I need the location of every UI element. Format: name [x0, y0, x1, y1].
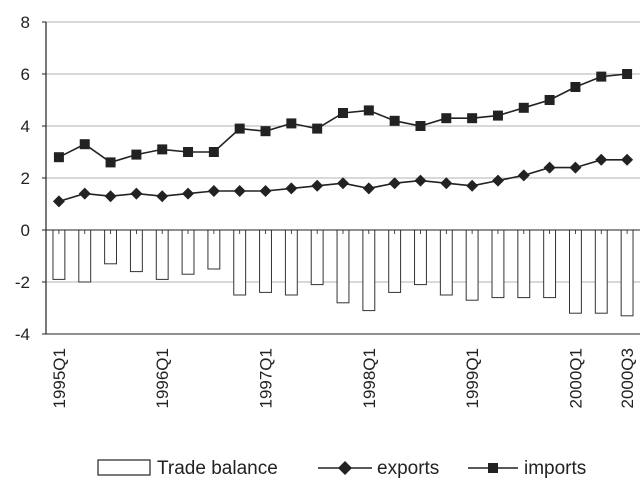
exports-point-1998Q4 [440, 177, 453, 190]
trade-balance-bar-1999Q1 [465, 229, 479, 301]
imports-point-1998Q1 [363, 105, 374, 116]
trade-balance-bar-1995Q4 [129, 229, 143, 273]
trade-balance-bar-1995Q1 [52, 229, 66, 280]
imports-point-1998Q3 [415, 121, 426, 131]
exports-point-1997Q3 [311, 179, 324, 192]
trade-balance-bar-1996Q2 [181, 229, 195, 275]
trade-balance-bar-1995Q2 [78, 229, 92, 283]
imports-point-1995Q3 [105, 157, 116, 168]
exports-point-1997Q4 [337, 177, 349, 190]
legend-label-imports: imports [524, 458, 586, 479]
x-tick-label-1996Q1: 1996Q1 [153, 348, 172, 409]
y-tick-label: 4 [21, 117, 30, 136]
exports-point-1997Q1 [259, 185, 272, 197]
y-tick-label: 6 [21, 65, 30, 84]
imports-point-1998Q2 [389, 115, 400, 126]
y-tick-label: 8 [21, 13, 30, 32]
imports-point-1997Q2 [286, 118, 297, 129]
trade-balance-bar-1999Q4 [543, 229, 557, 299]
x-tick-label-1995Q1: 1995Q1 [50, 348, 69, 409]
trade-balance-bar-1996Q3 [207, 229, 221, 270]
imports-point-1999Q2 [492, 110, 503, 121]
legend: Trade balance exports imports [97, 458, 586, 479]
trade-balance-bar-1997Q2 [284, 229, 298, 296]
imports-point-1999Q1 [467, 113, 478, 124]
legend-label-trade-balance: Trade balance [157, 458, 278, 479]
exports-point-1997Q2 [285, 182, 298, 195]
exports-point-2000Q3 [621, 153, 634, 166]
exports-point-2000Q1 [569, 161, 582, 174]
trade-balance-bar-1996Q4 [233, 229, 247, 296]
exports-point-1999Q1 [466, 179, 479, 192]
y-tick-label: 2 [21, 169, 30, 188]
trade-balance-bars [52, 229, 634, 317]
trade-balance-bar-1998Q2 [388, 229, 402, 293]
exports-point-1998Q3 [414, 174, 427, 187]
trade-balance-bar-1997Q3 [310, 229, 324, 286]
imports-point-2000Q3 [622, 69, 633, 79]
trade-balance-bar-2000Q1 [568, 229, 582, 314]
series-lines [52, 69, 634, 208]
legend-label-exports: exports [377, 458, 439, 479]
trade-balance-bar-1997Q4 [336, 229, 350, 304]
imports-point-2000Q1 [570, 82, 581, 92]
imports-point-1996Q4 [234, 123, 245, 134]
x-tick-label-1998Q1: 1998Q1 [360, 348, 379, 409]
exports-point-1995Q2 [78, 187, 91, 200]
trade-balance-bar-1998Q1 [362, 229, 376, 312]
imports-point-1995Q4 [131, 149, 142, 160]
x-tick-label-2000Q3: 2000Q3 [618, 348, 637, 409]
x-tick-label-2000Q1: 2000Q1 [566, 348, 585, 409]
imports-point-1998Q4 [441, 113, 452, 124]
imports-point-1995Q1 [53, 152, 64, 163]
x-tick-label-1997Q1: 1997Q1 [257, 348, 276, 409]
legend-swatch-trade-balance [97, 459, 151, 476]
exports-point-1998Q2 [388, 177, 401, 190]
x-tick-label-1999Q1: 1999Q1 [463, 348, 482, 409]
imports-point-1996Q2 [183, 147, 194, 157]
trade-balance-bar-2000Q2 [594, 229, 608, 314]
imports-point-1999Q4 [544, 95, 555, 105]
legend-marker-imports [488, 463, 498, 473]
axes [42, 21, 640, 335]
imports-point-1997Q3 [312, 123, 323, 134]
trade-balance-bar-1996Q1 [155, 229, 169, 280]
legend-marker-exports [338, 461, 352, 475]
trade-balance-bar-1997Q1 [259, 229, 272, 293]
imports-point-1996Q3 [208, 147, 219, 157]
y-tick-label: 0 [21, 221, 30, 240]
exports-point-1996Q4 [233, 185, 246, 197]
exports-point-1998Q1 [362, 182, 375, 195]
y-tick-label: -2 [15, 273, 30, 292]
tick-labels: 8 6 4 2 0 -2 -4 1995Q1 1996Q1 1997Q1 1998Q1 1999Q1 2… [15, 13, 637, 409]
imports-point-1997Q4 [338, 108, 348, 118]
imports-point-1999Q3 [518, 102, 529, 113]
trade-balance-bar-1995Q3 [104, 229, 118, 265]
trade-balance-bar-2000Q3 [620, 229, 634, 317]
exports-point-1996Q3 [207, 185, 220, 197]
exports-point-1999Q2 [491, 174, 504, 187]
imports-line [58, 73, 628, 164]
imports-point-1995Q2 [79, 139, 90, 150]
trade-balance-bar-1999Q2 [491, 229, 505, 299]
exports-point-1995Q3 [104, 190, 117, 203]
exports-point-1995Q1 [52, 195, 65, 208]
y-tick-label: -4 [15, 325, 30, 344]
exports-point-1995Q4 [130, 187, 143, 200]
exports-point-1999Q3 [517, 169, 530, 182]
trade-balance-bar-1999Q3 [517, 229, 531, 299]
trade-balance-bar-1998Q4 [439, 229, 453, 296]
exports-point-1996Q2 [182, 187, 195, 200]
exports-point-1996Q1 [156, 190, 169, 203]
trade-balance-bar-1998Q3 [414, 229, 427, 286]
imports-point-1997Q1 [260, 126, 271, 137]
imports-point-2000Q2 [596, 71, 607, 82]
exports-point-1999Q4 [543, 161, 556, 174]
imports-point-1996Q1 [157, 144, 168, 155]
exports-point-2000Q2 [595, 153, 608, 166]
